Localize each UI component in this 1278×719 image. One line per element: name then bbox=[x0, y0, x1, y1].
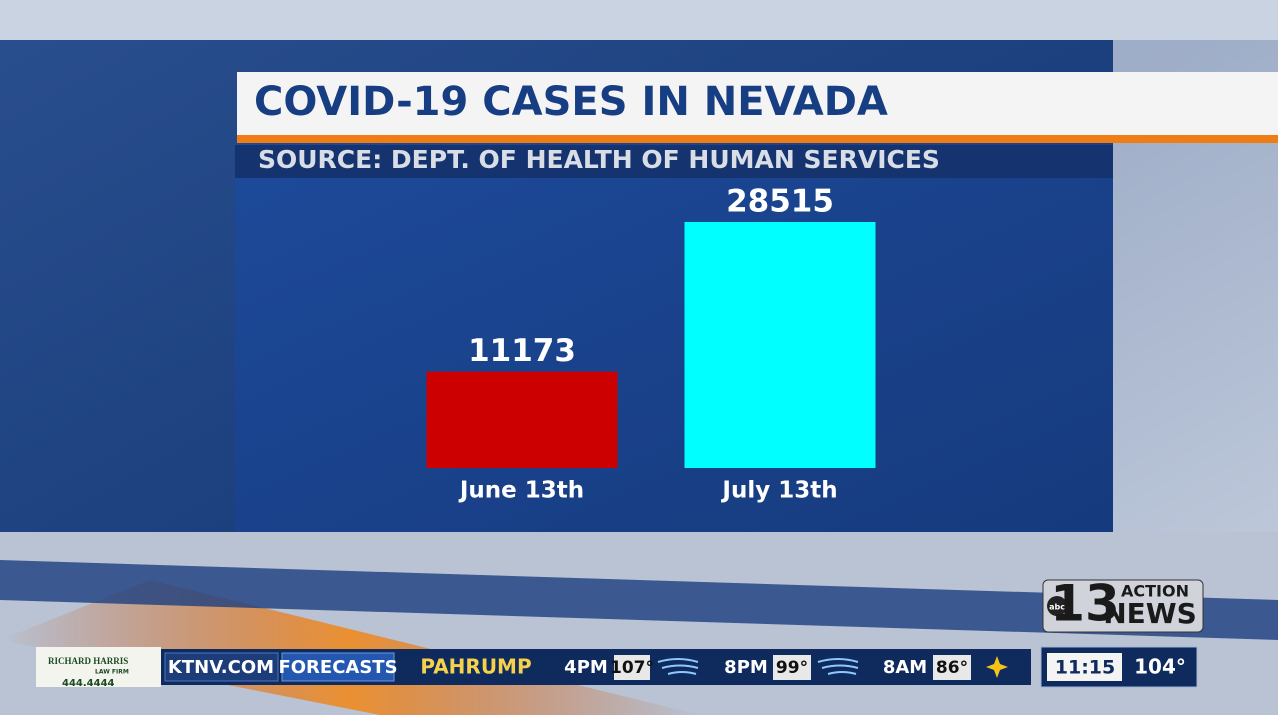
logo-channel: 13 bbox=[1050, 575, 1120, 633]
temp-box bbox=[773, 655, 811, 680]
forecast-time: 8PM bbox=[724, 657, 768, 678]
sponsor-sub: LAW FIRM bbox=[95, 669, 129, 676]
category-label: July 13th bbox=[720, 478, 837, 504]
logo-top: ACTION bbox=[1121, 582, 1189, 601]
chart-panel bbox=[235, 143, 1113, 532]
sponsor-name: RICHARD HARRIS bbox=[48, 656, 128, 666]
site-box bbox=[164, 652, 279, 682]
subtitle-bar bbox=[235, 145, 1113, 178]
wind-icon bbox=[817, 658, 859, 675]
forecast-temp: 99° bbox=[776, 658, 808, 678]
blue-streak bbox=[0, 560, 1278, 640]
sponsor-phone: 444.4444 bbox=[62, 678, 115, 689]
logo: abc 13 ACTION NEWS bbox=[1042, 575, 1204, 633]
logo-bottom: NEWS bbox=[1103, 597, 1197, 630]
value-label: 11173 bbox=[468, 333, 576, 369]
category-label: June 13th bbox=[458, 478, 584, 504]
logo-frame bbox=[1042, 579, 1204, 633]
temp-box bbox=[933, 655, 971, 680]
wind-icon bbox=[657, 658, 699, 675]
value-label: 28515 bbox=[726, 184, 834, 220]
ticker-clock: 11:15 bbox=[1055, 657, 1115, 679]
forecast-temp: 107° bbox=[610, 658, 654, 678]
bar bbox=[684, 222, 876, 468]
sun-icon bbox=[986, 656, 1008, 678]
temp-box bbox=[614, 655, 650, 680]
forecast-temp: 86° bbox=[936, 658, 968, 678]
chart-subtitle: SOURCE: DEPT. OF HEALTH OF HUMAN SERVICE… bbox=[258, 145, 940, 174]
bar bbox=[426, 371, 618, 468]
forecast-time: 4PM bbox=[564, 657, 608, 678]
top-band bbox=[0, 0, 1278, 40]
logo-network: abc bbox=[1049, 603, 1065, 612]
title-banner bbox=[237, 72, 1278, 135]
abc-badge bbox=[1047, 596, 1067, 616]
ticker-now: 104° bbox=[1134, 655, 1186, 679]
section-box bbox=[281, 652, 395, 682]
ticker-site: KTNV.COM bbox=[168, 657, 274, 678]
sponsor-box bbox=[36, 647, 161, 687]
ticker-section: FORECASTS bbox=[278, 657, 397, 678]
title-stripe bbox=[237, 135, 1278, 143]
chart-title: COVID-19 CASES IN NEVADA bbox=[254, 79, 888, 125]
ticker: RICHARD HARRIS LAW FIRM 444.4444 KTNV.CO… bbox=[36, 646, 1198, 689]
clock-box bbox=[1047, 653, 1122, 681]
ticker-location: PAHRUMP bbox=[420, 655, 531, 679]
forecast-time: 8AM bbox=[883, 657, 927, 678]
